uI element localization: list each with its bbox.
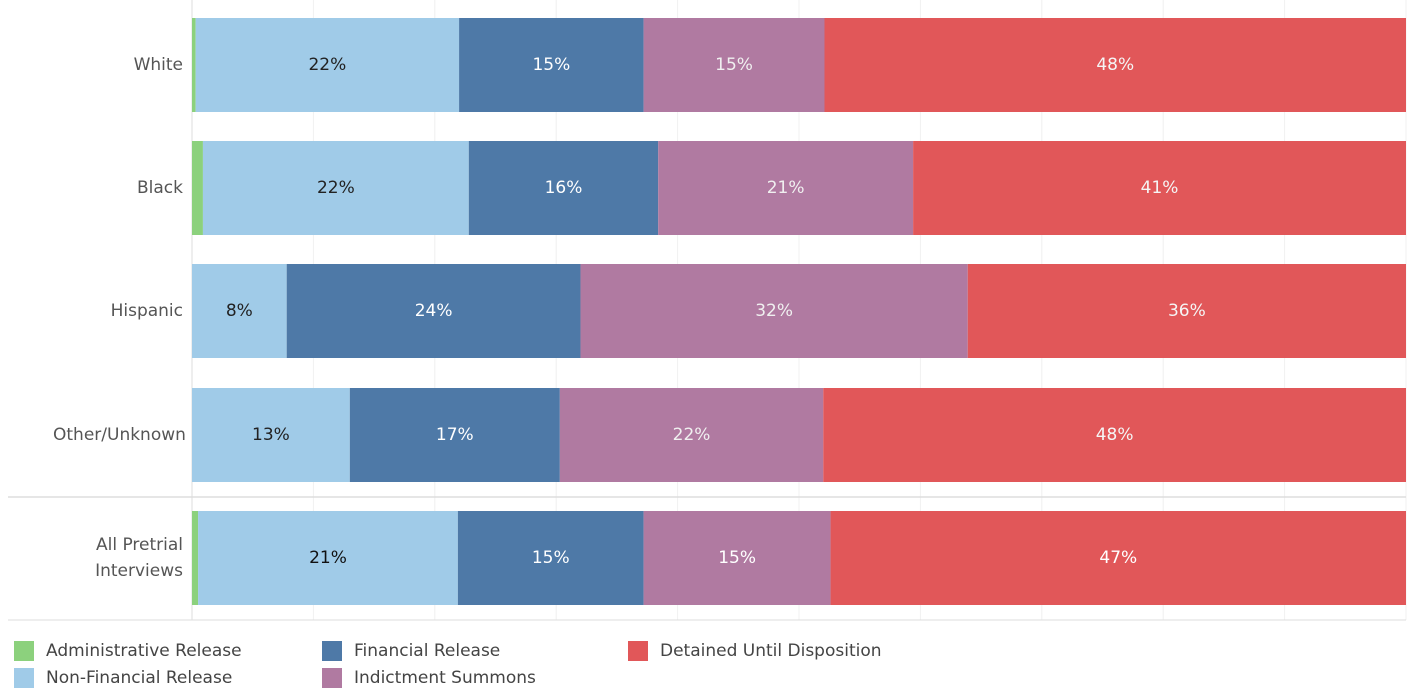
value-label: 48% bbox=[1096, 55, 1134, 75]
value-label: 16% bbox=[545, 178, 583, 198]
legend-item: Administrative Release bbox=[14, 641, 242, 661]
bar-segment bbox=[198, 511, 458, 605]
value-label: 15% bbox=[718, 548, 756, 568]
bar-segment bbox=[192, 141, 203, 235]
legend-item: Non-Financial Release bbox=[14, 668, 232, 688]
value-label: 41% bbox=[1141, 178, 1179, 198]
bar-segment bbox=[967, 264, 1406, 358]
bar-segment bbox=[192, 388, 350, 482]
category-label: Black bbox=[137, 178, 183, 198]
bar-segment bbox=[468, 141, 659, 235]
legend-label: Administrative Release bbox=[46, 641, 242, 661]
legend-swatch bbox=[14, 668, 34, 688]
bar-segment bbox=[195, 18, 460, 112]
value-label: 15% bbox=[532, 548, 570, 568]
legend-label: Indictment Summons bbox=[354, 668, 536, 688]
category-label: All Pretrial Interviews bbox=[95, 535, 183, 581]
legend-item: Indictment Summons bbox=[322, 668, 536, 688]
bar-segment bbox=[658, 141, 914, 235]
value-label: 17% bbox=[436, 425, 474, 445]
bar-segment bbox=[824, 18, 1406, 112]
bar-segment bbox=[192, 18, 196, 112]
legend-label: Financial Release bbox=[354, 641, 501, 661]
value-label: 22% bbox=[673, 425, 711, 445]
legend-label: Non-Financial Release bbox=[46, 668, 233, 688]
value-label: 21% bbox=[767, 178, 805, 198]
bar-segment bbox=[286, 264, 581, 358]
value-label: 22% bbox=[317, 178, 355, 198]
value-label: 8% bbox=[226, 301, 253, 321]
bar-segment bbox=[830, 511, 1406, 605]
value-label: 22% bbox=[308, 55, 346, 75]
legend-swatch bbox=[322, 641, 342, 661]
bar-segment bbox=[457, 511, 644, 605]
value-label: 47% bbox=[1099, 548, 1137, 568]
bar-segment bbox=[643, 18, 825, 112]
bar-segment bbox=[643, 511, 831, 605]
category-label: Hispanic bbox=[110, 301, 183, 321]
legend-swatch bbox=[322, 668, 342, 688]
value-label: 32% bbox=[755, 301, 793, 321]
bar-segment bbox=[459, 18, 644, 112]
value-label: 48% bbox=[1096, 425, 1134, 445]
bar-segment bbox=[580, 264, 968, 358]
bar-segment bbox=[192, 511, 199, 605]
bar-segment bbox=[913, 141, 1406, 235]
legend-label: Detained Until Disposition bbox=[660, 641, 882, 661]
category-label: Other/Unknown bbox=[53, 425, 186, 445]
value-label: 24% bbox=[415, 301, 453, 321]
bar-segment bbox=[559, 388, 824, 482]
value-label: 15% bbox=[715, 55, 753, 75]
bar-segment bbox=[823, 388, 1406, 482]
legend-item: Financial Release bbox=[322, 641, 500, 661]
category-label: White bbox=[133, 55, 183, 75]
bar-segment bbox=[192, 264, 287, 358]
value-label: 13% bbox=[252, 425, 290, 445]
bar-segment bbox=[202, 141, 469, 235]
value-label: 36% bbox=[1168, 301, 1206, 321]
legend-item: Detained Until Disposition bbox=[628, 641, 882, 661]
legend-swatch bbox=[14, 641, 34, 661]
bar-segment bbox=[349, 388, 560, 482]
legend-swatch bbox=[628, 641, 648, 661]
value-label: 21% bbox=[309, 548, 347, 568]
value-label: 15% bbox=[532, 55, 570, 75]
